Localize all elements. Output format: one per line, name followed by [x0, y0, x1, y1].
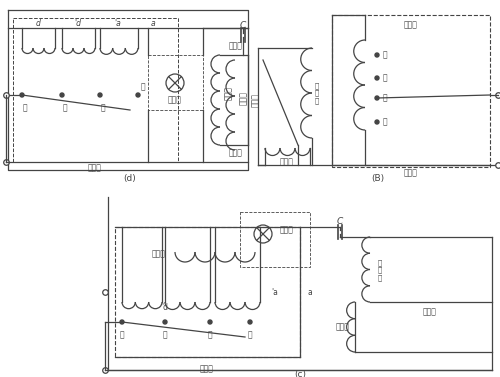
Text: 辅
绕
组: 辅 绕 组 — [378, 259, 382, 281]
Text: 主绕组: 主绕组 — [423, 307, 437, 316]
Text: 中: 中 — [62, 103, 68, 112]
Text: 弱: 弱 — [248, 330, 252, 339]
Text: 'a: 'a — [114, 20, 121, 29]
Text: 电容器: 电容器 — [250, 93, 260, 107]
Text: C: C — [240, 21, 246, 31]
Bar — [332, 15, 490, 167]
Text: d: d — [36, 20, 41, 29]
Circle shape — [248, 320, 252, 324]
Circle shape — [20, 93, 24, 97]
Circle shape — [163, 320, 167, 324]
Circle shape — [375, 120, 379, 124]
Text: 电机器: 电机器 — [151, 250, 165, 259]
Text: 'a: 'a — [272, 288, 278, 297]
Text: 阻抗器: 阻抗器 — [404, 168, 418, 177]
Text: 电机器: 电机器 — [404, 20, 418, 29]
Text: 高: 高 — [383, 93, 388, 103]
Circle shape — [375, 53, 379, 57]
Text: 低: 低 — [383, 51, 388, 60]
Circle shape — [120, 320, 124, 324]
Text: 辅
绕
组: 辅 绕 组 — [315, 82, 320, 104]
Text: 辅绕组: 辅绕组 — [229, 148, 243, 157]
Text: 主绕组: 主绕组 — [224, 86, 232, 100]
Bar — [115, 227, 300, 357]
Text: 中: 中 — [383, 74, 388, 83]
Text: a: a — [150, 20, 156, 29]
Text: 中: 中 — [162, 330, 168, 339]
Text: 阻抗器: 阻抗器 — [88, 164, 102, 173]
Bar — [240, 212, 310, 267]
Text: (B): (B) — [372, 173, 384, 182]
Text: 辅绕组: 辅绕组 — [238, 91, 248, 105]
Bar — [13, 18, 178, 162]
Text: 弱: 弱 — [141, 83, 146, 92]
Circle shape — [4, 159, 8, 164]
Text: 弱: 弱 — [383, 118, 388, 127]
Text: a: a — [308, 288, 312, 297]
Text: 指示器: 指示器 — [168, 95, 182, 104]
Text: 低: 低 — [22, 103, 28, 112]
Circle shape — [98, 93, 102, 97]
Text: (d): (d) — [124, 173, 136, 182]
Text: C: C — [337, 218, 343, 227]
Text: 阻抗器: 阻抗器 — [200, 364, 214, 373]
Bar — [148, 55, 203, 110]
Text: 主绕组: 主绕组 — [336, 322, 350, 331]
Text: 高: 高 — [100, 103, 105, 112]
Circle shape — [375, 96, 379, 100]
Circle shape — [4, 92, 8, 98]
Text: 主绕组: 主绕组 — [280, 157, 294, 166]
Circle shape — [208, 320, 212, 324]
Circle shape — [496, 162, 500, 167]
Text: 主绕组: 主绕组 — [229, 41, 243, 50]
Circle shape — [60, 93, 64, 97]
Circle shape — [136, 93, 140, 97]
Text: 'd: 'd — [162, 303, 168, 312]
Text: 低: 低 — [120, 330, 124, 339]
Text: (c): (c) — [294, 369, 306, 377]
Text: 高: 高 — [208, 330, 212, 339]
Text: 指示器: 指示器 — [280, 225, 294, 234]
Circle shape — [375, 76, 379, 80]
Text: 'd: 'd — [74, 20, 82, 29]
Circle shape — [496, 92, 500, 98]
